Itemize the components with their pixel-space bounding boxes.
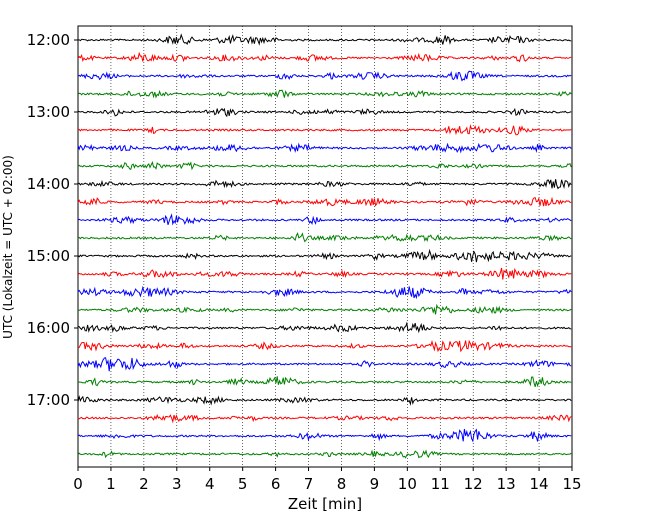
y-tick-label: 12:00 <box>27 31 70 49</box>
x-tick-label: 13 <box>497 475 516 493</box>
trace-line <box>77 339 572 353</box>
x-tick-label: 14 <box>530 475 549 493</box>
trace-line <box>77 449 572 459</box>
trace-line <box>77 51 572 63</box>
trace-line <box>77 213 572 226</box>
trace-line <box>77 232 572 243</box>
x-tick-label: 5 <box>238 475 248 493</box>
y-tick-label: 16:00 <box>27 319 70 337</box>
trace-line <box>77 124 572 136</box>
x-tick-label: 8 <box>337 475 347 493</box>
trace-line <box>77 428 572 443</box>
x-axis-label: Zeit [min] <box>288 495 362 513</box>
trace-group <box>77 33 572 459</box>
x-tick-label: 7 <box>304 475 314 493</box>
trace-line <box>77 161 572 171</box>
trace-line <box>77 376 572 388</box>
trace-line <box>77 196 572 207</box>
x-axis-ticks: 0 1 2 3 4 5 6 7 8 9 10 11 12 13 14 15 <box>73 467 582 493</box>
y-tick-label: 15:00 <box>27 247 70 265</box>
x-tick-label: 4 <box>205 475 215 493</box>
x-tick-label: 11 <box>431 475 450 493</box>
y-axis-label: UTC (Lokalzeit = UTC + 02:00) <box>1 155 15 339</box>
trace-line <box>77 357 572 372</box>
trace-line <box>77 321 572 334</box>
x-tick-label: 9 <box>370 475 380 493</box>
y-tick-label: 17:00 <box>27 391 70 409</box>
trace-line <box>77 89 572 99</box>
y-tick-label: 13:00 <box>27 103 70 121</box>
x-tick-label: 12 <box>464 475 483 493</box>
x-tick-label: 0 <box>73 475 83 493</box>
x-tick-label: 15 <box>562 475 581 493</box>
trace-line <box>77 179 572 190</box>
trace-line <box>77 394 572 406</box>
x-tick-label: 10 <box>398 475 417 493</box>
x-tick-label: 3 <box>172 475 182 493</box>
trace-line <box>77 142 572 154</box>
trace-line <box>77 248 572 263</box>
trace-line <box>77 413 572 424</box>
trace-line <box>77 70 572 82</box>
x-tick-label: 1 <box>106 475 116 493</box>
plot-area <box>77 25 573 468</box>
trace-line <box>77 285 572 300</box>
y-axis-ticks: 12:00 13:00 14:00 15:00 16:00 17:00 <box>27 31 78 409</box>
trace-line <box>77 33 572 46</box>
trace-line <box>77 107 572 118</box>
trace-line <box>77 267 572 280</box>
trace-line <box>77 303 572 315</box>
x-tick-label: 2 <box>139 475 149 493</box>
x-tick-label: 6 <box>271 475 281 493</box>
y-tick-label: 14:00 <box>27 175 70 193</box>
